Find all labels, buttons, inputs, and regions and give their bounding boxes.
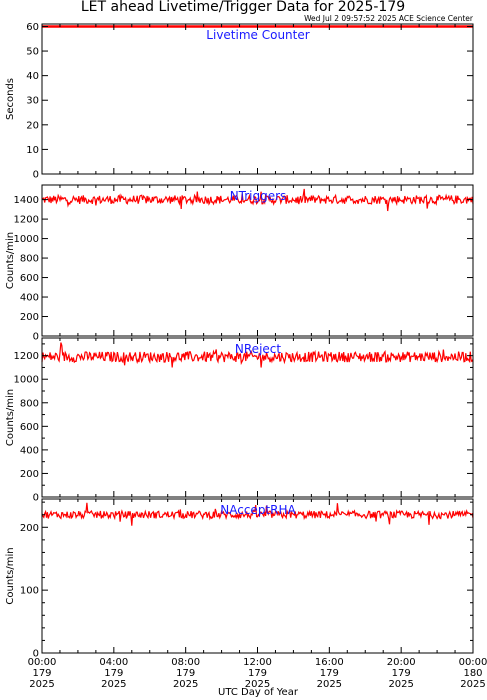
y-tick-label: 60 [26,22,39,33]
panel-frame [41,498,474,654]
x-tick-label: 179 [320,668,339,679]
x-tick-label: 2025 [388,679,413,690]
x-tick-label: 04:00 [99,657,128,668]
y-tick-label: 100 [20,586,39,597]
panel-label: NAcceptRHA [220,503,296,517]
y-tick-label: 1200 [14,215,39,226]
y-tick-label: 50 [26,47,39,58]
x-tick-label: 2025 [101,679,126,690]
panel-4: 0 100 200 Counts/min NAcceptRHA [5,498,474,660]
y-tick-label: 200 [20,523,39,534]
x-tick-label: 2025 [245,679,270,690]
series-line [41,342,474,368]
x-tick-label: 2025 [173,679,198,690]
chart-title: LET ahead Livetime/Trigger Data for 2025… [81,0,405,15]
y-tick-label: 20 [26,120,39,131]
y-tick-label: 800 [20,254,39,265]
y-axis-title: Counts/min [5,389,16,446]
y-tick-label: 0 [33,649,39,660]
y-tick-label: 200 [20,312,39,323]
x-tick-label: 00:00 [28,657,57,668]
x-tick-label: 12:00 [243,657,272,668]
panel-1: 0 10 20 30 40 50 60 Seconds Livetime Counter [5,22,474,181]
panel-frame [41,184,474,337]
x-tick-label: 179 [248,668,267,679]
x-axis: 00:00179202504:00179202508:00179202512:0… [28,657,487,690]
y-tick-label: 1000 [14,234,39,245]
y-axis-title: Counts/min [5,232,16,289]
y-tick-label: 30 [26,96,39,107]
x-tick-label: 179 [104,668,123,679]
y-tick-label: 600 [20,422,39,433]
x-axis-title: UTC Day of Year [218,687,299,698]
panel-label: Livetime Counter [206,28,309,42]
x-tick-label: 179 [392,668,411,679]
y-axis-title: Seconds [5,78,16,120]
panel-frame [41,337,474,498]
series-line [41,502,474,526]
y-tick-label: 200 [20,469,39,480]
panel-label: NTriggers [230,189,287,203]
y-tick-label: 0 [33,170,39,181]
y-tick-label: 0 [33,332,39,343]
x-tick-label: 179 [176,668,195,679]
y-tick-label: 0 [33,493,39,504]
y-tick-label: 600 [20,273,39,284]
panel-frame [41,23,474,175]
series-line [41,188,474,212]
y-tick-label: 1200 [14,351,39,362]
y-tick-label: 40 [26,71,39,82]
y-tick-label: 400 [20,293,39,304]
x-tick-label: 180 [463,668,482,679]
x-tick-label: 16:00 [315,657,344,668]
x-tick-label: 08:00 [171,657,200,668]
y-tick-label: 400 [20,445,39,456]
x-tick-label: 2025 [460,679,485,690]
panel-3: 0 200 400 600 800 1000 1200 Counts/min NReject [5,337,474,504]
panels: 0 10 20 30 40 50 60 Seconds Livetime Counter 0 200… [5,22,474,660]
x-tick-label: 2025 [317,679,342,690]
panel-2: 0 200 400 600 800 1000 1200 1400 Counts/min NTrig… [5,184,474,343]
panel-label: NReject [235,342,281,356]
y-axis-title: Counts/min [5,547,16,604]
x-tick-label: 2025 [29,679,54,690]
y-tick-label: 1400 [14,195,39,206]
x-tick-label: 179 [32,668,51,679]
chart-subtitle: Wed Jul 2 09:57:52 2025 ACE Science Cent… [304,14,474,23]
x-tick-label: 20:00 [387,657,416,668]
y-tick-label: 10 [26,145,39,156]
x-tick-label: 00:00 [459,657,487,668]
y-tick-label: 800 [20,398,39,409]
y-tick-label: 1000 [14,375,39,386]
